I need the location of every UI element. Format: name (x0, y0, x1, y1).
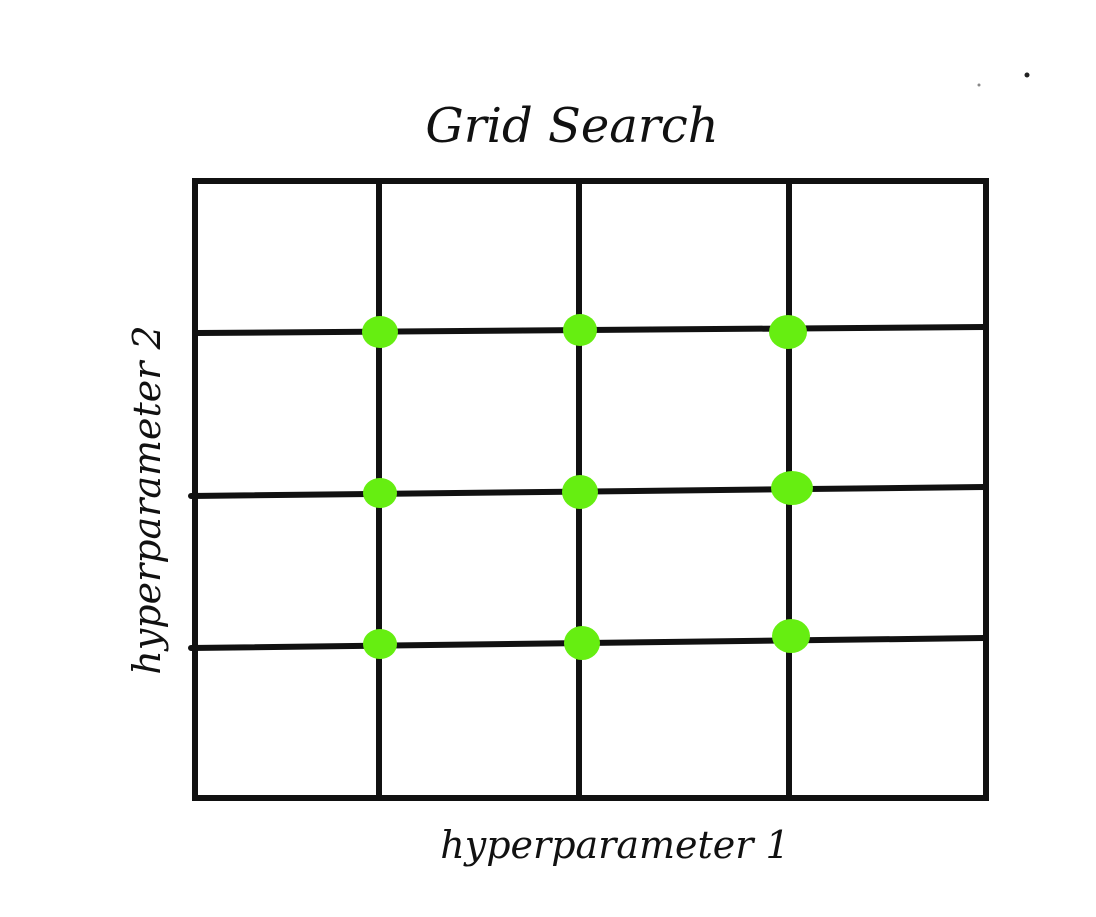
grid-frame (192, 178, 989, 801)
y-axis-label: hyperparameter 2 (125, 325, 169, 674)
grid (188, 178, 989, 801)
sample-point (769, 315, 807, 349)
stray-dot (1024, 72, 1030, 78)
sample-point (362, 316, 398, 348)
stray-dot (977, 83, 981, 87)
sample-point (564, 626, 600, 660)
sample-point (772, 619, 810, 653)
sample-point (363, 629, 397, 659)
x-axis-label: hyperparameter 1 (440, 823, 789, 867)
sample-point (563, 314, 597, 346)
diagram-title: Grid Search (425, 98, 718, 154)
sample-point (562, 475, 598, 509)
sample-point (363, 478, 397, 508)
sample-points (362, 314, 813, 660)
sample-point (771, 471, 813, 505)
